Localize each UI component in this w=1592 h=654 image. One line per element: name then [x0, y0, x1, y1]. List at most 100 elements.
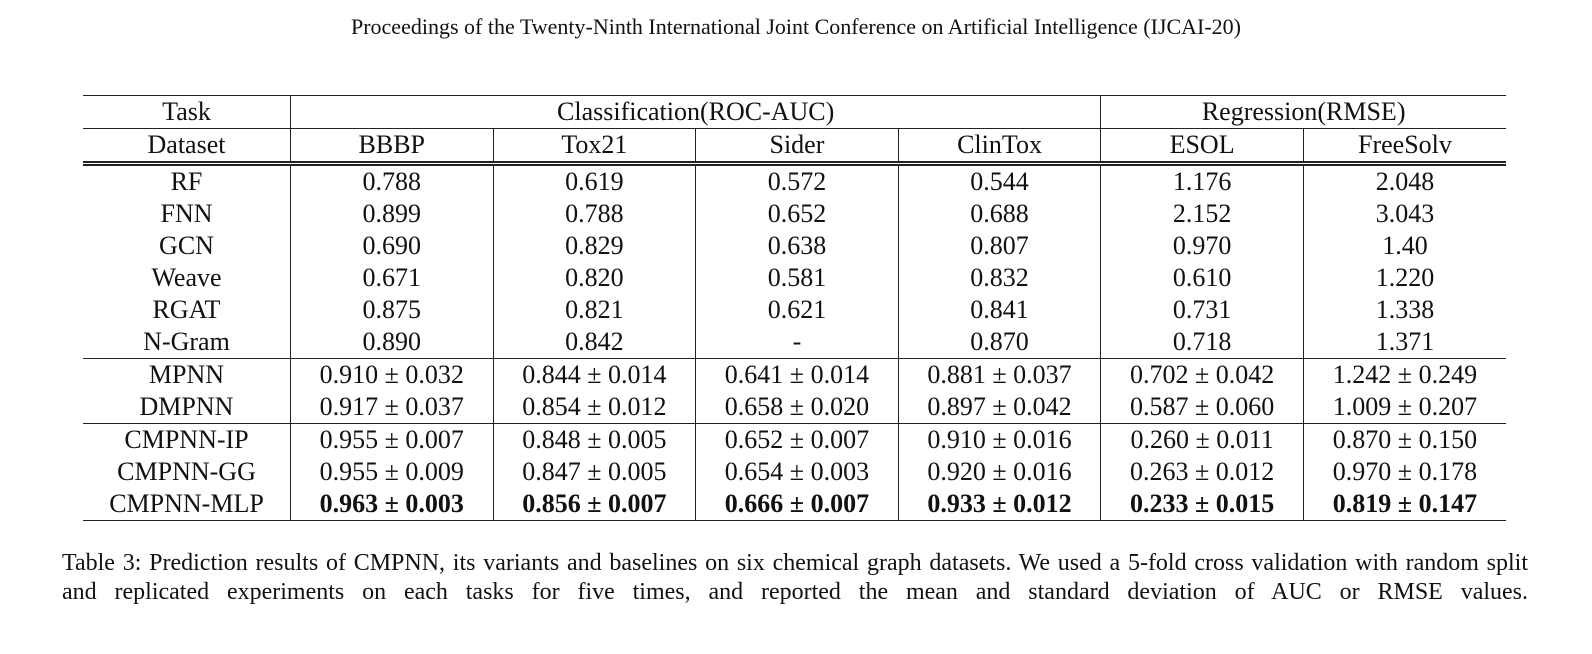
task-group: Regression(RMSE) — [1100, 95, 1506, 129]
result-cell: 0.829 — [492, 230, 696, 262]
result-cell: 0.671 — [290, 262, 494, 294]
table-row: FNN 0.899 0.788 0.652 0.688 2.152 3.043 — [83, 198, 1506, 230]
table-row: GCN 0.690 0.829 0.638 0.807 0.970 1.40 — [83, 230, 1506, 262]
result-cell: 2.152 — [1100, 198, 1304, 230]
method-name: MPNN — [83, 358, 291, 391]
result-cell: 3.043 — [1302, 198, 1506, 230]
result-cell: 0.581 — [695, 262, 899, 294]
result-cell: 0.638 — [695, 230, 899, 262]
result-cell: 0.621 — [695, 294, 899, 326]
result-cell: 1.371 — [1302, 326, 1506, 359]
result-cell: 0.848 ± 0.005 — [492, 423, 696, 456]
result-cell: 0.897 ± 0.042 — [897, 391, 1101, 424]
table-row: RGAT 0.875 0.821 0.621 0.841 0.731 1.338 — [83, 294, 1506, 326]
result-cell: 0.854 ± 0.012 — [492, 391, 696, 424]
result-cell: 0.881 ± 0.037 — [897, 358, 1101, 391]
row-group: RF 0.788 0.619 0.572 0.544 1.176 2.048 FNN 0.899… — [83, 163, 1506, 359]
result-cell: 0.788 — [290, 163, 494, 198]
result-cell: 0.233 ± 0.015 — [1100, 488, 1304, 521]
result-cell: 0.819 ± 0.147 — [1302, 488, 1506, 521]
method-name: FNN — [160, 199, 213, 228]
result-cell: 1.338 — [1302, 294, 1506, 326]
result-cell: 0.260 ± 0.011 — [1100, 423, 1304, 456]
result-cell: 1.176 — [1100, 163, 1304, 198]
result-cell: 0.917 ± 0.037 — [290, 391, 494, 424]
result-cell: 0.688 — [897, 198, 1101, 230]
result-cell: 1.009 ± 0.207 — [1302, 391, 1506, 424]
result-cell: 0.963 ± 0.003 — [290, 488, 494, 521]
result-cell: 0.933 ± 0.012 — [897, 488, 1101, 521]
row-group: MPNN 0.910 ± 0.032 0.844 ± 0.014 0.641 ± 0.… — [83, 358, 1506, 424]
result-cell: 0.652 — [695, 198, 899, 230]
table-row: CMPNN-GG 0.955 ± 0.009 0.847 ± 0.005 0.654 … — [83, 456, 1506, 488]
result-cell: 0.654 ± 0.003 — [695, 456, 899, 488]
dataset-name: BBBP — [290, 128, 494, 166]
result-cell: 0.841 — [897, 294, 1101, 326]
result-cell: 0.970 ± 0.178 — [1302, 456, 1506, 488]
dataset-name: ESOL — [1100, 128, 1304, 166]
method-name: GCN — [159, 231, 214, 260]
dataset-name: Sider — [695, 128, 899, 166]
result-cell: 2.048 — [1302, 163, 1506, 198]
result-cell: 0.870 ± 0.150 — [1302, 423, 1506, 456]
result-cell: 0.610 — [1100, 262, 1304, 294]
result-cell: 0.666 ± 0.007 — [695, 488, 899, 521]
table-row: MPNN 0.910 ± 0.032 0.844 ± 0.014 0.641 ± 0.… — [83, 358, 1506, 391]
table-row: Weave 0.671 0.820 0.581 0.832 0.610 1.220 — [83, 262, 1506, 294]
table-head: Task Classification(ROC-AUC) Regression(RM… — [83, 95, 1506, 166]
table-row: CMPNN-MLP 0.963 ± 0.003 0.856 ± 0.007 0.666… — [83, 488, 1506, 521]
result-cell: 0.955 ± 0.009 — [290, 456, 494, 488]
task-row: Task Classification(ROC-AUC) Regression(RM… — [83, 95, 1506, 129]
task-group: Classification(ROC-AUC) — [289, 95, 1101, 129]
result-cell: 0.263 ± 0.012 — [1100, 456, 1304, 488]
result-cell: 0.690 — [290, 230, 494, 262]
result-cell: 1.220 — [1302, 262, 1506, 294]
method-name: N-Gram — [143, 327, 230, 356]
row-group: CMPNN-IP 0.955 ± 0.007 0.848 ± 0.005 0.652 … — [83, 423, 1506, 521]
dataset-name: Tox21 — [492, 128, 696, 166]
result-cell: 0.731 — [1100, 294, 1304, 326]
result-cell: 0.788 — [492, 198, 696, 230]
result-cell: 0.890 — [290, 326, 494, 359]
result-cell: 1.242 ± 0.249 — [1302, 358, 1506, 391]
result-cell: 0.587 ± 0.060 — [1100, 391, 1304, 424]
dataset-row: Dataset BBBP Tox21 Sider ClinTox ESOL FreeSolv — [83, 128, 1506, 166]
results-table: Task Classification(ROC-AUC) Regression(RM… — [83, 95, 1506, 521]
method-name: RF — [83, 163, 291, 198]
dataset-name: FreeSolv — [1302, 128, 1506, 166]
method-name: RGAT — [152, 295, 221, 324]
result-cell: 0.856 ± 0.007 — [492, 488, 696, 521]
result-cell: 0.544 — [897, 163, 1101, 198]
result-cell: 0.847 ± 0.005 — [492, 456, 696, 488]
result-cell: 0.910 ± 0.016 — [897, 423, 1101, 456]
running-header: Proceedings of the Twenty-Ninth Internat… — [350, 14, 1241, 39]
table-row: CMPNN-IP 0.955 ± 0.007 0.848 ± 0.005 0.652 … — [83, 423, 1506, 456]
table-caption: Table 3: Prediction results of CMPNN, it… — [62, 550, 1528, 605]
result-cell: 0.955 ± 0.007 — [290, 423, 494, 456]
result-cell: 0.970 — [1100, 230, 1304, 262]
result-cell: 0.920 ± 0.016 — [897, 456, 1101, 488]
result-cell: 0.821 — [492, 294, 696, 326]
table-row: N-Gram 0.890 0.842-0.870 0.718 1.371 — [83, 326, 1506, 359]
dataset-name: ClinTox — [897, 128, 1101, 166]
task-label: Task — [83, 95, 291, 129]
table-row: DMPNN 0.917 ± 0.037 0.854 ± 0.012 0.658 ± 0… — [83, 391, 1506, 424]
method-name: Weave — [151, 263, 222, 292]
result-cell: 0.702 ± 0.042 — [1100, 358, 1304, 391]
table-row: RF 0.788 0.619 0.572 0.544 1.176 2.048 — [83, 163, 1506, 198]
result-cell: 0.844 ± 0.014 — [492, 358, 696, 391]
result-cell: 0.619 — [492, 163, 696, 198]
result-cell: 0.807 — [897, 230, 1101, 262]
result-cell: 1.40 — [1302, 230, 1506, 262]
result-cell: - — [695, 326, 899, 359]
result-cell: 0.572 — [695, 163, 899, 198]
result-cell: 0.832 — [897, 262, 1101, 294]
result-cell: 0.842 — [492, 326, 696, 359]
method-name: DMPNN — [139, 392, 234, 421]
method-name: CMPNN-GG — [117, 457, 256, 486]
result-cell: 0.910 ± 0.032 — [290, 358, 494, 391]
dataset-label: Dataset — [83, 128, 291, 166]
result-cell: 0.820 — [492, 262, 696, 294]
result-cell: 0.658 ± 0.020 — [695, 391, 899, 424]
